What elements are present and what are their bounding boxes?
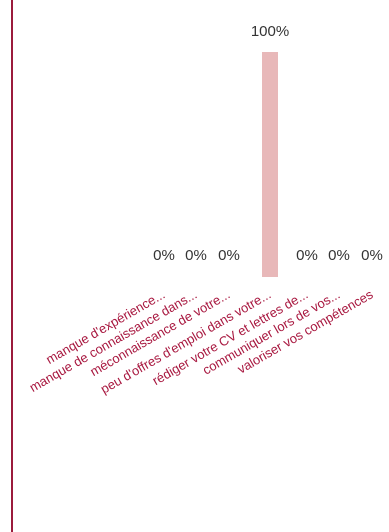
value-label-4: 100% (251, 23, 289, 40)
value-label-6: 0% (328, 247, 350, 264)
value-label-2: 0% (185, 247, 207, 264)
value-label-5: 0% (296, 247, 318, 264)
value-label-1: 0% (153, 247, 175, 264)
value-label-3: 0% (218, 247, 240, 264)
bar-4 (262, 52, 278, 277)
value-label-7: 0% (361, 247, 383, 264)
left-accent-rule (11, 0, 13, 532)
